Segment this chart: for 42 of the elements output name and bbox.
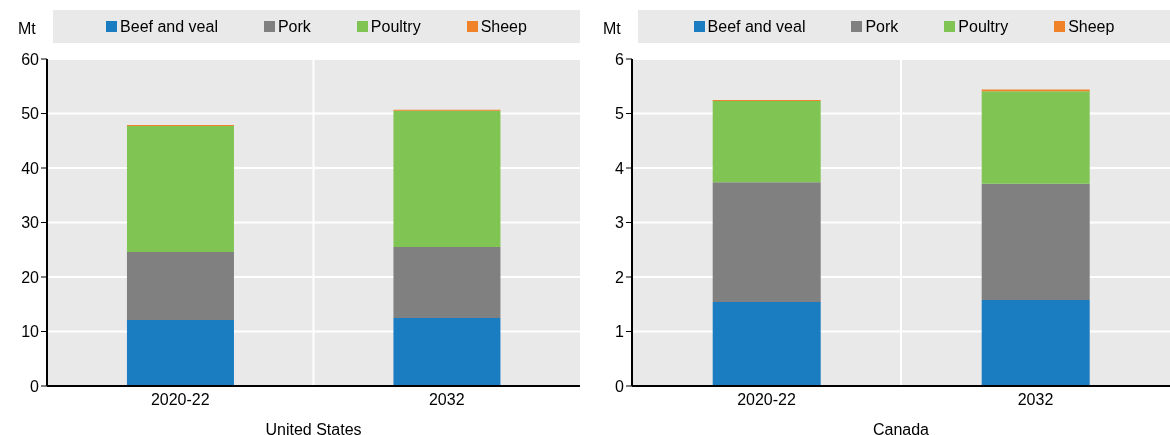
bar (126, 251, 234, 321)
y-tick-label: 5 (615, 105, 625, 123)
legend-label: Beef and veal (119, 17, 218, 36)
y-tick-label: 4 (615, 159, 625, 177)
bar (981, 91, 1090, 184)
legend-label: Pork (276, 17, 311, 36)
x-tick-label: 2032 (428, 391, 465, 409)
legend-label: Pork (864, 17, 899, 36)
bar (712, 302, 821, 386)
bar (712, 100, 821, 183)
legend-label: Sheep (479, 17, 527, 36)
x-axis-title: United States (265, 421, 362, 435)
x-tick-label: 2032 (1017, 391, 1054, 409)
bar (393, 317, 501, 386)
y-tick-label: 40 (21, 159, 40, 177)
legend-label: Poultry (957, 17, 1009, 36)
y-axis-title: Mt (603, 20, 621, 38)
y-tick-label: 0 (30, 377, 40, 395)
y-tick-label: 10 (21, 323, 40, 341)
y-tick-label: 2 (615, 268, 625, 286)
legend-label: Poultry (369, 17, 421, 36)
y-tick-label: 60 (21, 50, 40, 68)
legend-label: Sheep (1067, 17, 1115, 36)
y-tick-label: 0 (615, 377, 625, 395)
x-axis-title: Canada (872, 421, 930, 435)
bar (126, 126, 234, 252)
legend-label: Beef and veal (706, 17, 806, 36)
bar (712, 182, 821, 303)
y-tick-label: 50 (21, 105, 40, 123)
bar (393, 110, 501, 248)
x-tick-label: 2020-22 (737, 391, 796, 409)
bar (981, 299, 1090, 386)
bar (126, 320, 234, 386)
x-tick-label: 2020-22 (150, 391, 210, 409)
y-tick-label: 1 (615, 323, 625, 341)
y-tick-label: 20 (21, 268, 40, 286)
bar (393, 247, 501, 318)
y-axis-title: Mt (18, 20, 36, 38)
y-tick-label: 6 (615, 50, 625, 68)
y-tick-label: 3 (615, 214, 625, 232)
bar (981, 183, 1090, 300)
y-tick-label: 30 (21, 214, 40, 232)
